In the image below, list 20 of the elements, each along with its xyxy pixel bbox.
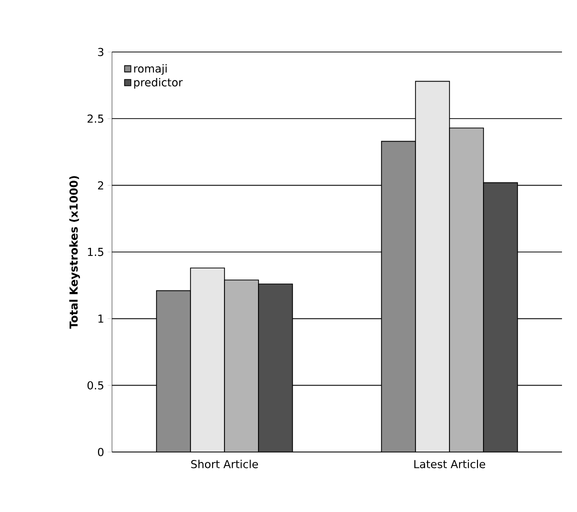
y-tick-label: 0.5 — [88, 381, 104, 390]
bar — [381, 140, 416, 452]
x-tick-label: Short Article — [191, 460, 258, 468]
bar — [258, 284, 293, 452]
bar — [224, 280, 259, 452]
bar — [156, 290, 191, 452]
bar — [415, 80, 450, 452]
y-axis-title: Total Keystrokes (x1000) — [69, 176, 80, 329]
y-tick-label: 1.5 — [88, 248, 104, 256]
y-tick-label: 1 — [98, 314, 104, 323]
y-tick-label: 0 — [98, 448, 104, 456]
y-tick-label: 2 — [98, 181, 104, 190]
bar — [190, 268, 225, 452]
y-tick-label: 2.5 — [88, 114, 104, 123]
bar — [449, 128, 484, 452]
x-tick-label: Latest Article — [414, 460, 486, 468]
y-tick-label: 3 — [98, 48, 104, 56]
legend-label: predictor — [134, 78, 183, 89]
bar — [483, 182, 518, 452]
legend-label: romaji — [134, 64, 167, 75]
